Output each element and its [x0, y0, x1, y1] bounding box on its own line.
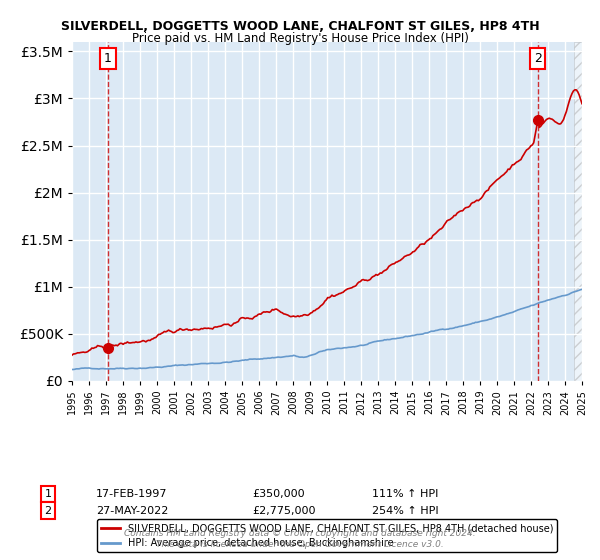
Text: Contains HM Land Registry data © Crown copyright and database right 2024.
This d: Contains HM Land Registry data © Crown c…: [124, 529, 476, 549]
Text: £350,000: £350,000: [252, 489, 305, 499]
Text: 1: 1: [44, 489, 52, 499]
Text: 1: 1: [104, 52, 112, 65]
Text: 111% ↑ HPI: 111% ↑ HPI: [372, 489, 439, 499]
Text: £2,775,000: £2,775,000: [252, 506, 316, 516]
Text: 27-MAY-2022: 27-MAY-2022: [96, 506, 169, 516]
Text: 2: 2: [44, 506, 52, 516]
Text: Price paid vs. HM Land Registry's House Price Index (HPI): Price paid vs. HM Land Registry's House …: [131, 32, 469, 45]
Text: 254% ↑ HPI: 254% ↑ HPI: [372, 506, 439, 516]
Text: 2: 2: [534, 52, 542, 65]
Text: 17-FEB-1997: 17-FEB-1997: [96, 489, 167, 499]
Text: SILVERDELL, DOGGETTS WOOD LANE, CHALFONT ST GILES, HP8 4TH: SILVERDELL, DOGGETTS WOOD LANE, CHALFONT…: [61, 20, 539, 32]
Legend: SILVERDELL, DOGGETTS WOOD LANE, CHALFONT ST GILES, HP8 4TH (detached house), HPI: SILVERDELL, DOGGETTS WOOD LANE, CHALFONT…: [97, 520, 557, 552]
